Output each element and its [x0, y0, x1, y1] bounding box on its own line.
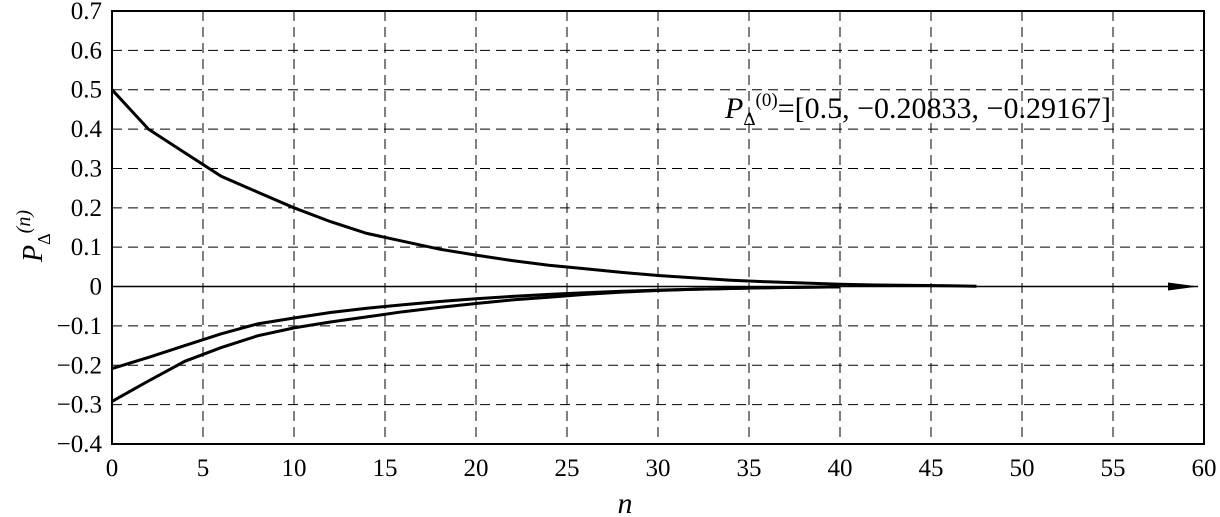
- x-tick-label: 0: [106, 455, 119, 482]
- x-tick-label: 10: [282, 455, 307, 482]
- x-tick-label: 60: [1192, 455, 1217, 482]
- svg-text:PΔ(n): PΔ(n): [13, 210, 54, 263]
- x-tick-label: 50: [1010, 455, 1035, 482]
- y-tick-label: −0.3: [57, 392, 102, 419]
- y-axis-title-subscript: Δ: [34, 233, 54, 245]
- y-tick-label: 0.1: [71, 234, 102, 261]
- y-axis-title-main: P: [18, 245, 49, 263]
- y-tick-label: 0.7: [71, 0, 102, 25]
- series-1-line: [110, 88, 977, 288]
- x-tick-label: 20: [464, 455, 489, 482]
- y-tick-label: 0.5: [71, 77, 102, 104]
- y-axis-title: PΔ(n): [13, 210, 54, 263]
- y-tick-label: 0.2: [71, 195, 102, 222]
- x-tick-label: 55: [1101, 455, 1126, 482]
- y-tick-labels: −0.4 −0.3 −0.2 −0.1 0 0.1 0.2 0.3 0.4 0.5 0.6 0.7: [57, 0, 103, 458]
- y-tick-label: 0.4: [71, 116, 103, 143]
- y-tick-label: 0.3: [71, 155, 102, 182]
- x-axis-title: n: [618, 487, 633, 517]
- y-tick-label: −0.2: [57, 352, 102, 379]
- x-tick-label: 5: [197, 455, 210, 482]
- y-axis-title-superscript: (n): [13, 210, 35, 234]
- x-tick-label: 35: [737, 455, 762, 482]
- y-tick-label: 0.6: [71, 37, 102, 64]
- y-tick-label: −0.1: [57, 313, 102, 340]
- grid: [112, 11, 1204, 444]
- y-tick-label: −0.4: [57, 431, 103, 458]
- x-tick-label: 40: [828, 455, 853, 482]
- x-tick-label: 15: [373, 455, 398, 482]
- zero-axis-arrowhead: [1168, 282, 1198, 291]
- x-tick-label: 45: [919, 455, 944, 482]
- x-tick-label: 25: [555, 455, 580, 482]
- y-tick-label: 0: [90, 274, 103, 301]
- annotation-initial-vector: PΔ(0)=[0.5, −0.20833, −0.29167]: [724, 90, 1111, 130]
- x-tick-label: 30: [646, 455, 671, 482]
- x-tick-labels: 0 5 10 15 20 25 30 35 40 45 50 55 60: [106, 455, 1217, 482]
- series-3-line: [111, 285, 841, 403]
- series-group: [110, 88, 977, 403]
- plot-frame: [111, 10, 1205, 445]
